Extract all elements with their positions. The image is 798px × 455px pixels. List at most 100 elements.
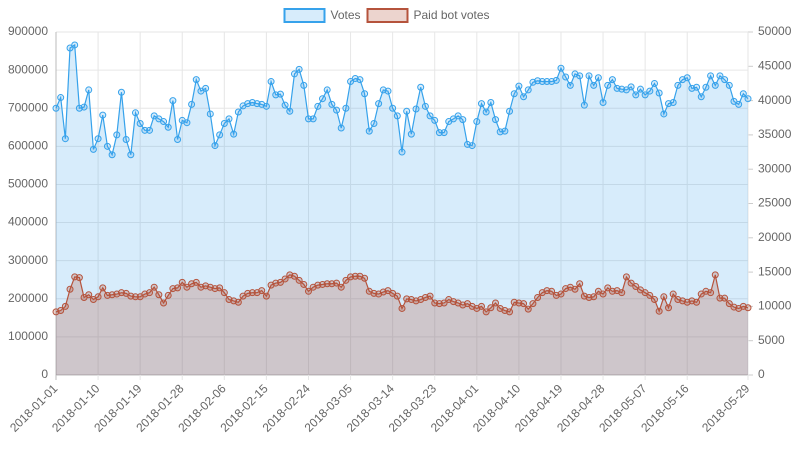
point [52, 104, 60, 112]
point [632, 283, 640, 291]
point [655, 307, 663, 315]
point [669, 99, 677, 107]
point [309, 115, 317, 123]
point [594, 74, 602, 82]
point [543, 78, 551, 86]
point [304, 115, 312, 123]
point [627, 83, 635, 91]
point [744, 304, 752, 312]
point [716, 72, 724, 80]
point [412, 105, 420, 113]
point [234, 108, 242, 116]
point [459, 116, 467, 124]
point [216, 284, 224, 292]
point [407, 130, 415, 138]
point [375, 100, 383, 108]
point [534, 293, 542, 301]
y-tick-label: 500000 [8, 177, 48, 191]
point [398, 304, 406, 312]
point [669, 290, 677, 298]
point [150, 283, 158, 291]
y2-tick-label: 35000 [758, 127, 792, 141]
point [622, 273, 630, 281]
point [323, 86, 331, 94]
point [566, 81, 574, 89]
y-tick-label: 900000 [8, 24, 48, 38]
point [665, 304, 673, 312]
point [431, 116, 439, 124]
y2-tick-label: 25000 [758, 196, 792, 210]
point [468, 142, 476, 150]
point [164, 123, 172, 131]
y-tick-label: 400000 [8, 215, 48, 229]
point [206, 110, 214, 118]
y2-tick-label: 5000 [758, 333, 785, 347]
point [108, 151, 116, 159]
point [328, 100, 336, 108]
point [636, 85, 644, 93]
point [473, 118, 481, 126]
point [492, 116, 500, 124]
point [276, 278, 284, 286]
point [571, 285, 579, 293]
point [57, 307, 65, 315]
point [178, 278, 186, 286]
point [552, 76, 560, 84]
point [482, 108, 490, 116]
point [725, 300, 733, 308]
point [599, 290, 607, 298]
point [262, 102, 270, 110]
point [557, 290, 565, 298]
point [454, 112, 462, 120]
point [141, 126, 149, 134]
point [127, 151, 135, 159]
point [721, 294, 729, 302]
point [393, 292, 401, 300]
point [520, 93, 528, 101]
point [304, 287, 312, 295]
point [440, 129, 448, 137]
legend-label: Paid bot votes [414, 8, 490, 22]
point [618, 289, 626, 297]
point [604, 81, 612, 89]
point [337, 283, 345, 291]
point [94, 293, 102, 301]
point [300, 280, 308, 288]
point [174, 284, 182, 292]
point [632, 91, 640, 99]
point [122, 135, 130, 143]
point [646, 291, 654, 299]
y2-tick-label: 20000 [758, 230, 792, 244]
point [365, 127, 373, 135]
point [557, 64, 565, 72]
point [155, 291, 163, 299]
y2-tick-label: 10000 [758, 299, 792, 313]
point [477, 302, 485, 310]
y2-tick-label: 50000 [758, 24, 792, 38]
point [183, 283, 191, 291]
y2-tick-label: 40000 [758, 93, 792, 107]
point [529, 300, 537, 308]
point [580, 101, 588, 109]
point [599, 99, 607, 107]
point [202, 84, 210, 92]
point [356, 76, 364, 84]
point [314, 102, 322, 110]
point [220, 289, 228, 297]
point [57, 94, 65, 102]
point [146, 126, 154, 134]
legend-swatch [283, 8, 326, 23]
point [113, 131, 121, 139]
point [398, 148, 406, 156]
y2-tick-label: 15000 [758, 264, 792, 278]
legend-label: Votes [331, 8, 361, 22]
point [487, 99, 495, 107]
point [744, 95, 752, 103]
point [524, 86, 532, 94]
point [655, 89, 663, 97]
point [683, 74, 691, 82]
point [641, 91, 649, 99]
point [515, 82, 523, 90]
point [646, 87, 654, 95]
